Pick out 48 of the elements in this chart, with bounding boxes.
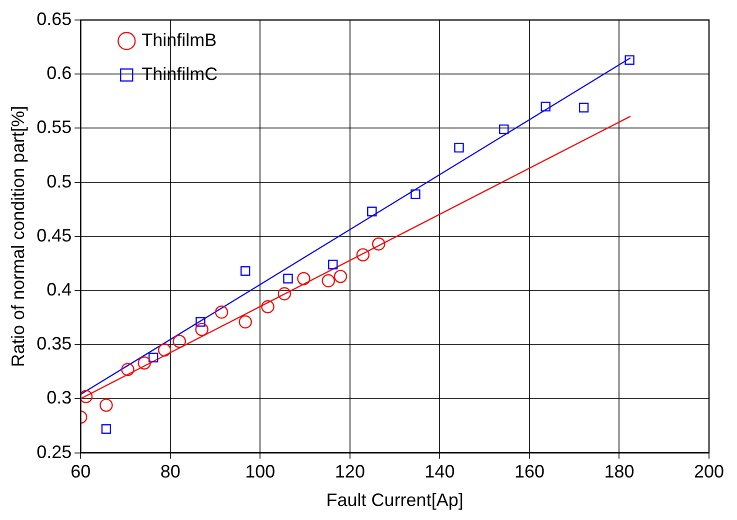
y-tick-label: 0.35 <box>36 334 72 354</box>
point <box>367 206 377 216</box>
point <box>148 352 158 362</box>
point <box>121 362 134 376</box>
y-tick-label: 0.5 <box>46 171 72 192</box>
y-tick-label: 0.3 <box>46 388 72 408</box>
x-tick-label: 160 <box>514 462 544 482</box>
y-tick-label: 0.45 <box>36 225 72 246</box>
x-tick-label: 180 <box>604 462 634 482</box>
point <box>172 334 186 348</box>
point <box>261 300 274 314</box>
y-tick-label: 0.55 <box>36 117 72 138</box>
point <box>540 102 550 112</box>
y-tick-label: 0.4 <box>46 279 72 300</box>
point <box>80 390 93 404</box>
point <box>240 266 250 276</box>
x-tick-label: 120 <box>334 462 365 482</box>
point <box>100 398 113 412</box>
x-tick-label: 200 <box>694 462 724 482</box>
point <box>297 272 310 286</box>
point <box>372 237 386 251</box>
point <box>283 274 293 284</box>
point <box>138 356 151 370</box>
point <box>356 248 370 262</box>
y-tick-label: 0.25 <box>36 442 72 462</box>
point <box>238 315 252 328</box>
point <box>578 102 589 112</box>
point <box>196 317 206 327</box>
y-tick-label: 0.6 <box>46 63 72 84</box>
y-axis-title: Ratio of normal condition part[%] <box>8 106 28 367</box>
x-tick-label: 140 <box>424 462 455 482</box>
x-axis-title: Fault Current[Ap] <box>326 490 464 510</box>
x-tick-label: 100 <box>245 462 276 482</box>
point <box>334 270 348 284</box>
point <box>158 343 172 357</box>
point <box>278 287 292 300</box>
point <box>410 189 420 200</box>
point <box>454 142 464 153</box>
x-tick-label: 80 <box>160 462 180 482</box>
x-tick-label: 60 <box>70 462 91 482</box>
point <box>499 124 509 134</box>
point <box>214 306 228 319</box>
y-tick-label: 0.65 <box>36 8 72 29</box>
point <box>101 424 112 434</box>
point <box>195 322 208 336</box>
point <box>322 274 335 288</box>
point <box>624 55 634 65</box>
point <box>328 260 338 270</box>
